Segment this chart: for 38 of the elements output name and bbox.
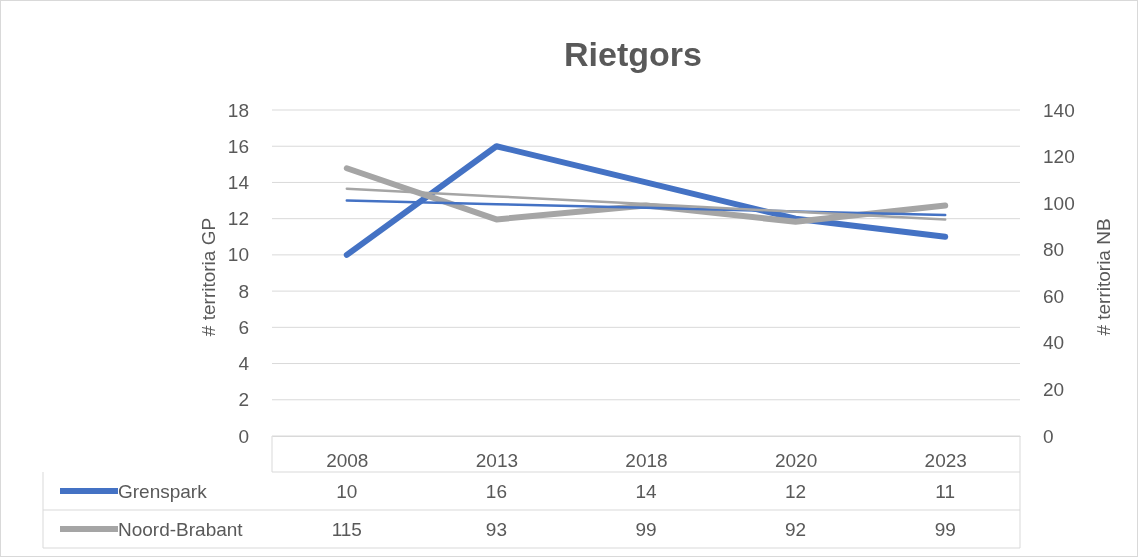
x-tick-label: 2023 [924,450,967,472]
y2-tick-label: 100 [1043,192,1075,214]
y-tick-label: 6 [238,316,249,338]
y2-tick-label: 120 [1043,146,1075,168]
y2-axis-title: # territoria NB [1093,218,1114,336]
y-tick-label: 8 [238,280,249,302]
y-axis-title: # territoria GP [198,217,219,337]
y2-tick-label: 20 [1043,379,1065,401]
y-tick-label: 12 [227,208,249,230]
legend-label: Noord-Brabant [118,519,244,540]
data-label: 99 [635,519,657,540]
x-tick-label: 2018 [625,450,668,472]
legend-label: Grenspark [118,481,208,502]
y2-tick-label: 60 [1043,285,1065,307]
x-tick-label: 2008 [326,450,369,472]
y-tick-label: 10 [227,244,249,266]
data-label: 115 [331,519,362,540]
data-label: 92 [785,519,807,540]
data-label: 16 [485,481,507,502]
y2-tick-label: 80 [1043,239,1065,261]
x-tick-label: 2020 [774,450,818,472]
y-tick-label: 18 [227,99,249,121]
data-label: 14 [635,481,657,502]
y2-tick-label: 0 [1043,425,1054,447]
data-label: 10 [336,481,358,502]
data-label: 93 [485,519,507,540]
chart-title: Rietgors [564,35,702,73]
data-label: 99 [934,519,956,540]
y-tick-label: 16 [227,135,249,157]
y2-tick-label: 140 [1043,99,1075,121]
y-tick-label: 14 [227,172,250,194]
y-tick-label: 4 [238,353,250,375]
x-tick-label: 2013 [475,450,519,472]
y-tick-label: 2 [238,389,249,411]
data-label: 12 [785,481,807,502]
data-label: 11 [935,481,956,502]
y-tick-label: 0 [238,425,249,447]
y2-tick-label: 40 [1043,332,1065,354]
